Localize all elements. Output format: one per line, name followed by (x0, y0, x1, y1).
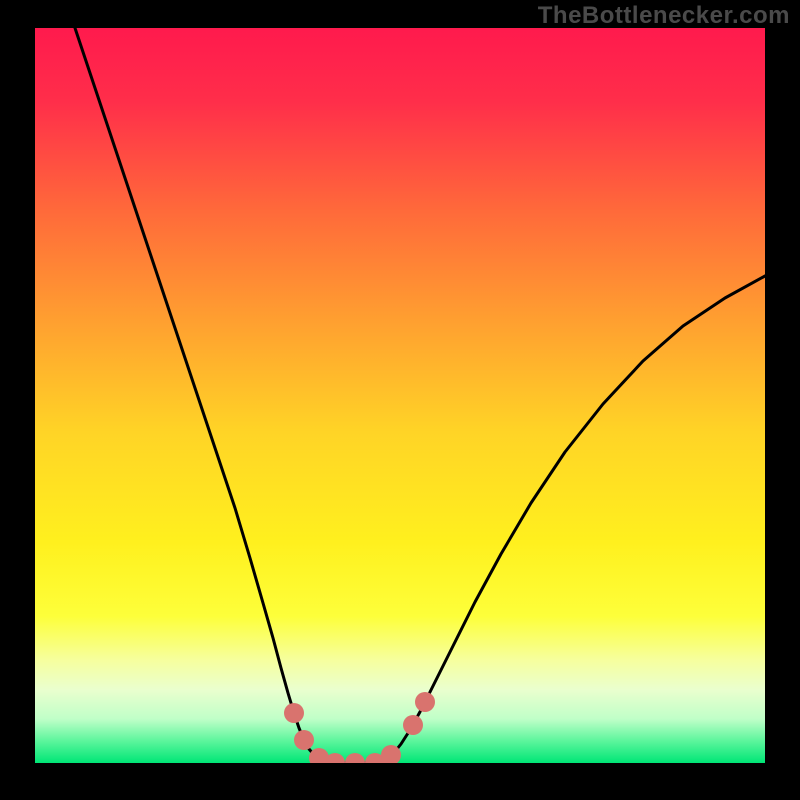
curve-layer (35, 28, 765, 763)
curve-marker (284, 703, 304, 723)
curve-marker (294, 730, 314, 750)
bottleneck-curve-left (75, 28, 333, 763)
bottleneck-curve-right (377, 276, 765, 763)
curve-marker (403, 715, 423, 735)
watermark-text: TheBottlenecker.com (538, 2, 790, 30)
chart-container: TheBottlenecker.com (0, 0, 800, 800)
curve-marker (415, 692, 435, 712)
curve-marker (345, 753, 365, 763)
plot-area (35, 28, 765, 763)
